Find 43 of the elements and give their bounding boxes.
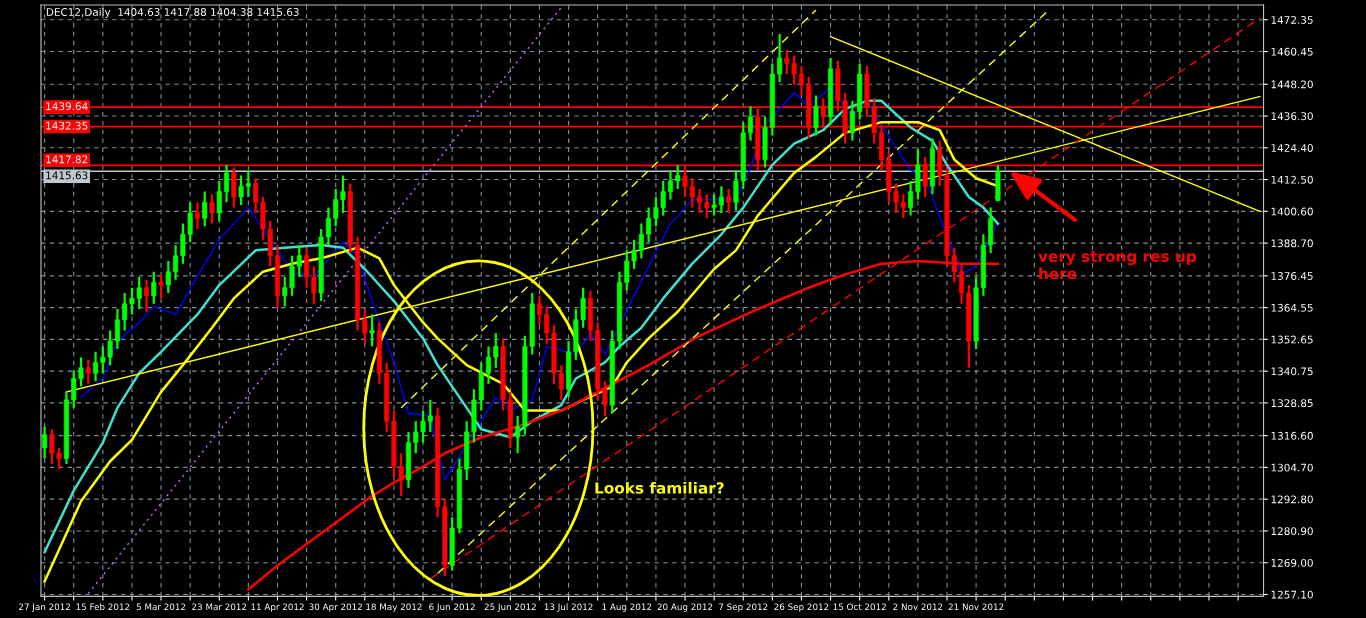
y-tick-label: 1448.20 — [1271, 80, 1313, 89]
y-tick-label: 1280.90 — [1271, 527, 1313, 536]
y-tick-label: 1460.45 — [1271, 47, 1313, 56]
x-tick-label: 7 Sep 2012 — [719, 603, 768, 612]
y-tick-label: 1400.60 — [1271, 207, 1313, 216]
y-tick-label: 1436.30 — [1271, 112, 1313, 121]
x-tick-label: 27 Jan 2012 — [19, 603, 70, 612]
x-tick-label: 25 Jun 2012 — [484, 603, 536, 612]
ref-line-label: 1439.64 — [46, 102, 88, 111]
x-tick-label: 26 Sep 2012 — [774, 603, 829, 612]
x-tick-label: 11 Apr 2012 — [251, 603, 304, 612]
x-tick-label: 13 Jul 2012 — [544, 603, 593, 612]
y-tick-label: 1388.70 — [1271, 239, 1313, 248]
x-tick-label: 20 Aug 2012 — [657, 603, 713, 612]
y-tick-label: 1364.55 — [1271, 303, 1313, 312]
annotation: very strong res up here — [1038, 251, 1197, 280]
ref-line-label: 1417.82 — [46, 155, 88, 164]
x-tick-label: 15 Feb 2012 — [76, 603, 130, 611]
y-tick-label: 1257.10 — [1271, 590, 1313, 599]
y-tick-label: 1424.40 — [1271, 144, 1313, 152]
y-tick-label: 1304.70 — [1271, 463, 1313, 472]
y-tick-label: 1269.00 — [1271, 558, 1313, 567]
y-tick-label: 1376.45 — [1271, 272, 1313, 280]
y-tick-label: 1316.60 — [1271, 431, 1313, 440]
x-tick-label: 2 Nov 2012 — [893, 603, 943, 611]
y-tick-label: 1328.85 — [1271, 399, 1313, 408]
x-tick-label: 21 Nov 2012 — [948, 603, 1004, 611]
chart-title: DEC12,Daily 1404.63 1417.88 1404.38 1415.63 — [46, 7, 299, 18]
y-tick-label: 1340.75 — [1271, 367, 1313, 376]
y-tick-label: 1352.65 — [1271, 335, 1313, 344]
x-tick-label: 23 Mar 2012 — [192, 603, 247, 611]
ref-line-label: 1415.63 — [46, 171, 88, 180]
x-tick-label: 1 Aug 2012 — [602, 603, 652, 612]
x-tick-label: 5 Mar 2012 — [136, 603, 186, 611]
y-tick-label: 1412.50 — [1271, 175, 1313, 184]
x-tick-label: 18 May 2012 — [366, 603, 422, 612]
ref-line-label: 1432.35 — [46, 121, 88, 130]
y-tick-label: 1472.35 — [1271, 15, 1313, 24]
annotation: Looks familiar? — [595, 481, 724, 494]
x-tick-label: 30 Apr 2012 — [309, 603, 362, 612]
x-tick-label: 15 Oct 2012 — [833, 603, 886, 611]
x-tick-label: 6 Jun 2012 — [429, 603, 475, 612]
y-tick-label: 1292.80 — [1271, 495, 1313, 504]
